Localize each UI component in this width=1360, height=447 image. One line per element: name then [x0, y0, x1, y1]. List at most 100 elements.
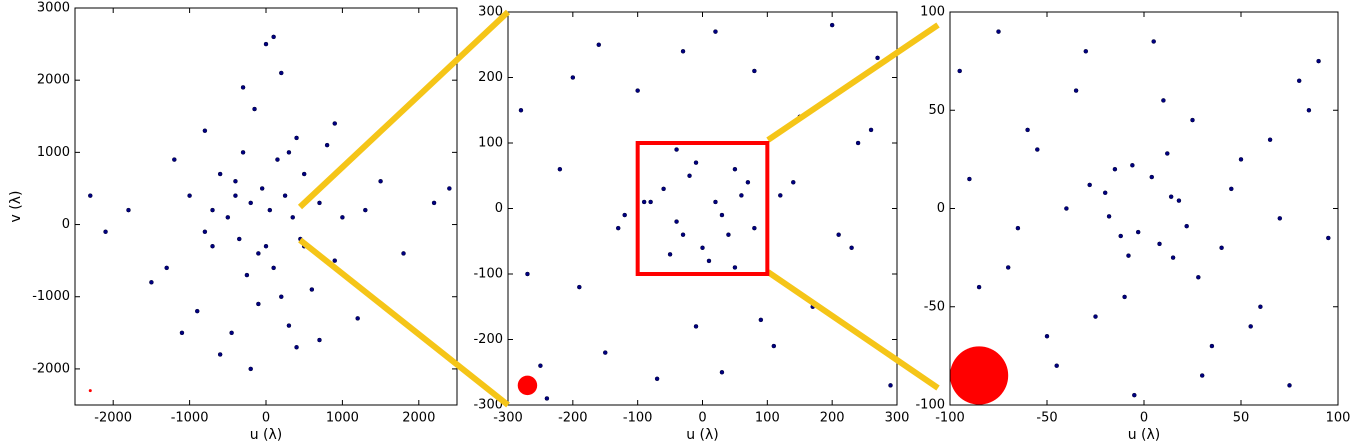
- point: [957, 68, 962, 74]
- point: [758, 317, 764, 323]
- point: [791, 180, 796, 185]
- point: [271, 34, 276, 40]
- point: [674, 147, 679, 152]
- x-tick-label: -100: [623, 411, 653, 426]
- point: [210, 243, 215, 249]
- point: [1118, 233, 1123, 239]
- point: [596, 42, 602, 47]
- point: [1190, 117, 1195, 123]
- point: [217, 171, 223, 177]
- x-tick-label: 200: [820, 411, 845, 426]
- point: [172, 157, 177, 162]
- point: [279, 294, 284, 299]
- point: [732, 265, 738, 270]
- point: [282, 193, 288, 198]
- point: [693, 160, 699, 165]
- point: [1126, 253, 1131, 258]
- point: [538, 363, 543, 368]
- x-tick-label: 100: [755, 411, 780, 426]
- point: [210, 207, 215, 213]
- y-tick-label: 2000: [37, 73, 70, 88]
- beam: [517, 375, 538, 396]
- point: [103, 229, 108, 235]
- point: [1277, 216, 1283, 221]
- y-tick-label: -100: [915, 398, 945, 413]
- panel: -100 -50 0 50 100 -100 -50 0 50 100 u (λ): [915, 5, 1350, 444]
- point: [622, 212, 627, 218]
- point: [661, 186, 666, 192]
- connector: [297, 9, 511, 210]
- plot-frame: [507, 11, 898, 406]
- point: [126, 207, 131, 213]
- plot-area: [950, 12, 1338, 405]
- y-tick-label: 100: [920, 5, 945, 20]
- point: [1229, 186, 1234, 192]
- point: [290, 215, 295, 220]
- point: [267, 207, 273, 213]
- point: [431, 200, 437, 206]
- point: [1102, 190, 1108, 196]
- point: [1015, 225, 1021, 231]
- point: [217, 352, 223, 357]
- x-tick-label: 100: [1326, 411, 1351, 426]
- point: [1196, 275, 1201, 280]
- point: [577, 284, 582, 290]
- point: [570, 75, 576, 80]
- x-tick-label: -1000: [171, 411, 209, 426]
- point: [240, 85, 246, 90]
- y-tick-label: -1000: [32, 289, 70, 304]
- point: [1025, 127, 1030, 133]
- x-axis-label: u (λ): [686, 427, 719, 443]
- x-tick-label: 0: [262, 411, 270, 426]
- point: [996, 29, 1001, 34]
- x-tick-label: 1000: [326, 411, 359, 426]
- y-tick-label: 300: [478, 5, 503, 20]
- point: [603, 350, 608, 355]
- point: [1287, 383, 1292, 388]
- y-tick-label: 1000: [37, 145, 70, 160]
- point: [635, 88, 640, 93]
- connector: [766, 22, 940, 143]
- point: [752, 68, 757, 74]
- point: [745, 180, 751, 185]
- point: [317, 200, 322, 206]
- point: [332, 121, 338, 126]
- point: [687, 173, 692, 178]
- point: [1130, 163, 1135, 168]
- point: [244, 272, 250, 278]
- plot-area: [508, 12, 897, 405]
- point: [1161, 98, 1166, 103]
- point: [202, 128, 208, 133]
- connector: [766, 269, 940, 391]
- point: [1149, 174, 1155, 180]
- point: [225, 215, 231, 220]
- y-tick-label: 50: [928, 103, 945, 118]
- point: [263, 41, 269, 47]
- point: [1199, 373, 1205, 378]
- point: [1316, 58, 1321, 64]
- point: [202, 229, 208, 235]
- point: [1083, 49, 1089, 54]
- point: [771, 343, 777, 349]
- point: [1238, 157, 1244, 162]
- y-tick-label: 3000: [37, 1, 70, 16]
- point: [88, 193, 93, 198]
- x-tick-label: -300: [493, 411, 523, 426]
- y-tick-label: -2000: [32, 361, 70, 376]
- point: [1184, 223, 1189, 229]
- plot-area: [75, 8, 457, 405]
- point: [252, 106, 257, 112]
- point: [324, 142, 330, 148]
- point: [693, 324, 699, 329]
- point: [1258, 304, 1263, 309]
- point: [1267, 137, 1273, 142]
- point: [340, 215, 345, 220]
- y-tick-label: 0: [62, 217, 70, 232]
- point: [967, 176, 972, 182]
- point: [641, 199, 647, 205]
- point: [309, 287, 315, 292]
- point: [294, 345, 299, 350]
- point: [849, 245, 854, 251]
- x-tick-label: 50: [1233, 411, 1250, 426]
